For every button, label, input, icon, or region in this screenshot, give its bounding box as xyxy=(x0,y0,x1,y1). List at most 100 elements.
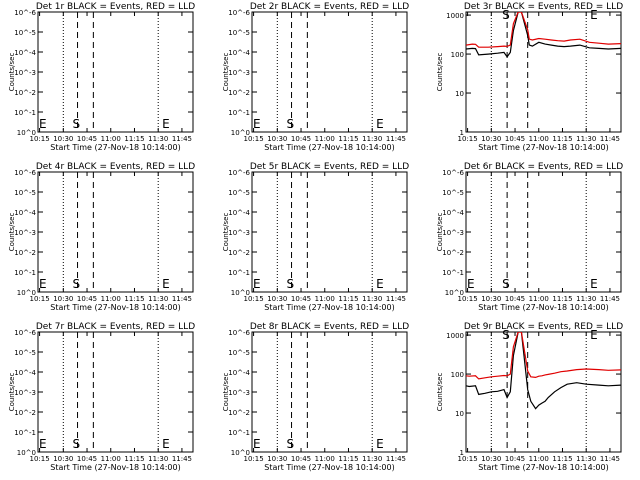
x-tick-label: 11:45 xyxy=(386,455,406,463)
start-marker-label: S xyxy=(502,277,510,291)
start-marker-label: S xyxy=(502,8,510,22)
x-tick-label: 11:00 xyxy=(315,455,335,463)
end-marker-label: E xyxy=(162,437,170,451)
x-tick-label: 10:15 xyxy=(29,135,49,143)
y-tick-label: 10^-6 xyxy=(228,9,250,17)
y-tick-label: 10^-1 xyxy=(228,109,250,117)
end-marker-label: E xyxy=(376,117,384,131)
y-tick-label: 10^-1 xyxy=(442,269,464,277)
x-tick-label: 10:15 xyxy=(29,295,49,303)
panel-title: Det 4r BLACK = Events, RED = LLD xyxy=(36,162,195,172)
y-tick-label: 10^-2 xyxy=(442,249,464,257)
y-tick-label: 10^-6 xyxy=(14,329,36,337)
x-axis-label: Start Time (27-Nov-18 10:14:00) xyxy=(264,143,394,152)
y-axis-label: Counts/sec xyxy=(222,53,230,92)
y-tick-label: 10^-2 xyxy=(14,409,36,417)
y-tick-label: 10^0 xyxy=(17,289,36,297)
x-axis-label: Start Time (27-Nov-18 10:14:00) xyxy=(478,143,608,152)
y-tick-label: 10^-5 xyxy=(228,349,250,357)
x-tick-label: 11:00 xyxy=(529,295,549,303)
end-marker-label: E xyxy=(162,117,170,131)
y-axis-label: Counts/sec xyxy=(8,373,16,412)
x-tick-label: 11:45 xyxy=(600,135,620,143)
x-tick-label: 11:00 xyxy=(529,455,549,463)
y-axis-label: Counts/sec xyxy=(8,53,16,92)
x-tick-label: 10:45 xyxy=(291,135,311,143)
plot-frame xyxy=(37,331,194,453)
x-tick-label: 11:15 xyxy=(552,135,572,143)
x-tick-label: 10:30 xyxy=(267,295,287,303)
end-marker-label: E xyxy=(590,8,598,22)
x-tick-label: 10:30 xyxy=(481,455,501,463)
x-tick-label: 10:45 xyxy=(291,455,311,463)
x-axis-label: Start Time (27-Nov-18 10:14:00) xyxy=(478,463,608,472)
x-tick-label: 11:00 xyxy=(101,295,121,303)
y-tick-label: 10 xyxy=(455,90,464,98)
y-tick-label: 10^-1 xyxy=(14,429,36,437)
x-tick-label: 10:15 xyxy=(457,455,477,463)
y-tick-label: 10^-3 xyxy=(14,69,36,77)
panel-title: Det 2r BLACK = Events, RED = LLD xyxy=(250,2,409,12)
x-tick-label: 11:30 xyxy=(148,295,168,303)
x-tick-label: 10:45 xyxy=(77,135,97,143)
y-tick-label: 1 xyxy=(460,449,464,457)
y-tick-label: 10^-1 xyxy=(14,109,36,117)
panel-title: Det 6r BLACK = Events, RED = LLD xyxy=(464,162,623,172)
panel-det-1: Det 1r BLACK = Events, RED = LLD 10^0 10^-… xyxy=(8,2,195,152)
x-tick-label: 10:15 xyxy=(457,135,477,143)
x-tick-label: 11:15 xyxy=(338,455,358,463)
end-marker-label: E xyxy=(253,117,261,131)
x-tick-label: 11:15 xyxy=(338,135,358,143)
x-tick-label: 11:00 xyxy=(101,135,121,143)
y-tick-label: 10^-4 xyxy=(14,49,36,57)
y-tick-label: 100 xyxy=(451,371,464,379)
x-axis-label: Start Time (27-Nov-18 10:14:00) xyxy=(50,143,180,152)
x-tick-label: 11:45 xyxy=(172,295,192,303)
end-marker-label: E xyxy=(467,277,475,291)
plot-frame xyxy=(465,11,622,133)
x-tick-label: 10:15 xyxy=(243,135,263,143)
y-tick-label: 100 xyxy=(451,51,464,59)
y-axis-label: Counts/sec xyxy=(436,373,444,412)
end-marker-label: E xyxy=(39,437,47,451)
y-tick-label: 10^-5 xyxy=(228,29,250,37)
y-tick-label: 10^-6 xyxy=(442,169,464,177)
x-tick-label: 11:30 xyxy=(576,455,596,463)
start-marker-label: S xyxy=(73,117,81,131)
x-tick-label: 10:30 xyxy=(53,455,73,463)
x-tick-label: 11:30 xyxy=(362,135,382,143)
y-tick-label: 10^0 xyxy=(445,289,464,297)
panel-title: Det 9r BLACK = Events, RED = LLD xyxy=(464,322,623,332)
x-tick-label: 11:00 xyxy=(315,295,335,303)
x-tick-label: 10:45 xyxy=(77,295,97,303)
plot-frame xyxy=(251,11,408,133)
plot-frame xyxy=(465,331,622,453)
x-tick-label: 11:00 xyxy=(315,135,335,143)
x-axis-label: Start Time (27-Nov-18 10:14:00) xyxy=(50,303,180,312)
y-tick-label: 10^-1 xyxy=(14,269,36,277)
end-marker-label: E xyxy=(253,277,261,291)
plot-frame xyxy=(37,171,194,293)
x-tick-label: 11:00 xyxy=(529,135,549,143)
y-axis-label: Counts/sec xyxy=(222,213,230,252)
start-marker-label: S xyxy=(502,328,510,342)
y-tick-label: 10 xyxy=(455,410,464,418)
plot-frame xyxy=(251,171,408,293)
x-tick-label: 11:45 xyxy=(600,455,620,463)
x-tick-label: 10:45 xyxy=(505,295,525,303)
y-tick-label: 10^-6 xyxy=(14,169,36,177)
y-tick-label: 10^0 xyxy=(231,129,250,137)
x-tick-label: 11:15 xyxy=(552,455,572,463)
y-tick-label: 10^-4 xyxy=(14,209,36,217)
y-tick-label: 10^-3 xyxy=(228,389,250,397)
x-tick-label: 10:45 xyxy=(291,295,311,303)
start-marker-label: S xyxy=(287,277,295,291)
y-axis-label: Counts/sec xyxy=(436,213,444,252)
x-tick-label: 11:15 xyxy=(338,295,358,303)
y-axis-label: Counts/sec xyxy=(8,213,16,252)
x-axis-label: Start Time (27-Nov-18 10:14:00) xyxy=(264,463,394,472)
x-tick-label: 11:30 xyxy=(576,135,596,143)
x-tick-label: 10:30 xyxy=(53,135,73,143)
y-tick-label: 10^-2 xyxy=(14,249,36,257)
